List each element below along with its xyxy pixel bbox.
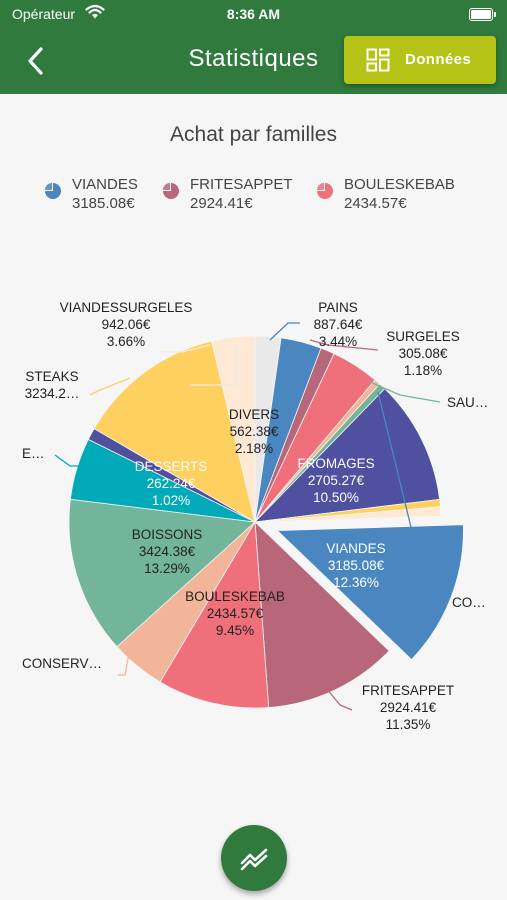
pie-chart-icon (317, 183, 333, 199)
slice-label: BOISSONS 3424.38€ 13.29% (132, 527, 203, 576)
slice-label-line: 11.35% (386, 717, 431, 732)
area-chart-icon (240, 848, 268, 871)
leader-line (190, 345, 237, 386)
slice-label-line: 1.18% (404, 363, 442, 378)
slice-label-line: BOISSONS (132, 527, 203, 542)
slice-label-line: E… (22, 446, 45, 461)
app-header: Statistiques Données (0, 28, 507, 94)
slice-label-line: 12.36% (333, 575, 379, 590)
slice-label-line: 942.06€ (102, 317, 151, 332)
slice-label-line: CONSERV… (22, 656, 102, 671)
slice-label-line: DESSERTS (135, 459, 208, 474)
wifi-icon (85, 4, 105, 19)
dashboard-grid-icon (366, 48, 390, 72)
slice-label: CO… (452, 595, 486, 610)
chart-type-fab[interactable] (221, 825, 287, 891)
pie-slice[interactable] (254, 506, 442, 523)
slice-label-line: BOULESKEBAB (185, 589, 285, 604)
legend-name: VIANDES (72, 176, 138, 193)
slice-label-line: SURGELES (386, 329, 460, 344)
slice-label-line: 3424.38€ (139, 544, 196, 559)
pie-slice[interactable] (93, 340, 256, 523)
leader-line (309, 339, 379, 351)
leader-line (269, 322, 300, 341)
slice-label-line: 13.29% (144, 561, 190, 576)
leader-line (89, 377, 131, 396)
slice-label-line: 9.45% (216, 623, 254, 638)
leader-line (160, 344, 211, 353)
slice-label-line: STEAKS (25, 369, 78, 384)
data-button[interactable]: Données (344, 36, 496, 84)
pie-slice[interactable] (159, 520, 270, 709)
clock: 8:36 AM (226, 6, 281, 22)
slice-label-line: SAU… (447, 395, 488, 410)
pie-slice[interactable] (276, 524, 464, 661)
carrier-label: Opérateur (12, 6, 76, 22)
slice-label-line: CO… (452, 595, 486, 610)
pie-chart-icon (163, 183, 179, 199)
legend-name: FRITESAPPET (190, 176, 293, 193)
legend-name: BOULESKEBAB (344, 176, 455, 193)
pie-slice[interactable] (254, 520, 390, 708)
slice-label: SAU… (447, 395, 488, 410)
pie-slice[interactable] (211, 335, 256, 523)
slice-label-line: DIVERS (229, 407, 279, 422)
pie-slice[interactable] (253, 388, 441, 523)
back-button[interactable] (22, 44, 50, 78)
slice-label: STEAKS 3234.2… (25, 369, 80, 401)
legend-value: 2924.41€ (190, 195, 253, 212)
slice-label-line: 2.18% (235, 441, 273, 456)
slice-label-line: 262.24€ (147, 476, 196, 491)
slice-label-line: 305.08€ (399, 346, 448, 361)
leader-line (54, 454, 84, 467)
slice-label-line: 562.38€ (230, 424, 279, 439)
pie-chart: VIANDESSURGELES 942.06€ 3.66%PAINS 887.64€ 3… (22, 300, 488, 732)
leader-line (118, 647, 131, 676)
slice-label-line: 1.02% (152, 493, 190, 508)
slice-label: BOULESKEBAB 2434.57€ 9.45% (185, 589, 285, 638)
battery-icon (469, 8, 496, 21)
leader-line (369, 381, 441, 403)
slice-label-line: 3185.08€ (328, 558, 385, 573)
slice-label: FRITESAPPET 2924.41€ 11.35% (362, 683, 454, 732)
pie-chart-icon (45, 183, 61, 199)
slice-label: DESSERTS 262.24€ 1.02% (135, 459, 208, 508)
chevron-left-icon (28, 47, 43, 75)
slice-label-line: 10.50% (313, 490, 359, 505)
slice-label-line: FRITESAPPET (362, 683, 454, 698)
chart-title: Achat par familles (170, 123, 337, 146)
slice-label-line: VIANDES (326, 541, 385, 556)
slice-label: PAINS 887.64€ 3.44% (314, 300, 363, 349)
slice-label-line: 2434.57€ (207, 606, 264, 621)
slice-label: DIVERS 562.38€ 2.18% (229, 407, 279, 456)
leader-line (321, 682, 353, 711)
slice-label-line: 887.64€ (314, 317, 363, 332)
slice-label: SURGELES 305.08€ 1.18% (386, 329, 460, 378)
data-button-label: Données (405, 51, 472, 68)
slice-label: E… (22, 446, 45, 461)
slice-label-line: VIANDESSURGELES (60, 300, 193, 315)
slice-label-line: 2705.27€ (308, 473, 365, 488)
slice-label: CONSERV… (22, 656, 102, 671)
slice-label-line: PAINS (318, 300, 358, 315)
slice-label-line: FROMAGES (297, 456, 374, 471)
slice-label: FROMAGES 2705.27€ 10.50% (297, 456, 374, 505)
slice-label: VIANDES 3185.08€ 12.36% (326, 541, 385, 590)
legend-value: 3185.08€ (72, 195, 135, 212)
pie-slice[interactable] (68, 498, 256, 648)
slice-label: VIANDESSURGELES 942.06€ 3.66% (60, 300, 193, 349)
leader-line (377, 391, 443, 606)
slice-label-line: 3.44% (319, 334, 357, 349)
legend-value: 2434.57€ (344, 195, 407, 212)
slice-label-line: 3234.2… (25, 386, 80, 401)
slice-label-line: 3.66% (107, 334, 145, 349)
slice-label-line: 2924.41€ (380, 700, 437, 715)
status-bar: Opérateur 8:36 AM (0, 0, 507, 28)
page-title: Statistiques (188, 45, 319, 72)
